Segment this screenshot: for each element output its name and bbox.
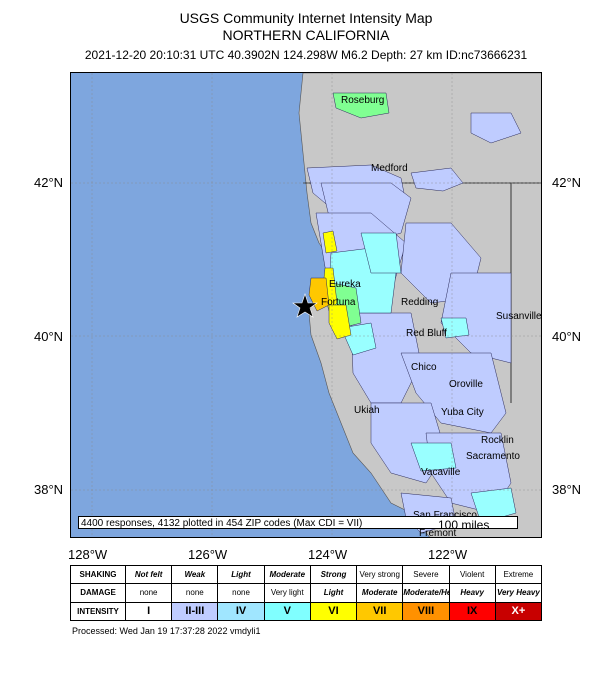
lat-label-42-right: 42°N — [552, 175, 582, 190]
legend-cell: Moderate — [263, 564, 311, 585]
epicenter-star-icon[interactable] — [292, 293, 318, 318]
legend-header: DAMAGE — [70, 583, 126, 603]
legend-header: SHAKING — [70, 564, 126, 585]
city-label: Vacaville — [421, 467, 461, 478]
legend-row-shaking: SHAKING Not felt Weak Light Moderate Str… — [70, 564, 543, 585]
city-label: Yuba City — [441, 407, 484, 418]
map-title: USGS Community Internet Intensity Map — [179, 10, 433, 26]
legend-intensity-swatch: I — [124, 601, 173, 622]
intensity-map[interactable]: Roseburg Medford Eureka Fortuna Redding … — [70, 72, 542, 538]
legend-intensity-swatch: IX — [448, 601, 496, 622]
city-label: Susanville — [496, 311, 542, 322]
lat-label-40-left: 40°N — [34, 329, 64, 344]
legend-cell: Very light — [263, 583, 311, 603]
lon-label-122: 122°W — [428, 547, 468, 562]
lat-label-40-right: 40°N — [552, 329, 582, 344]
legend-cell: Strong — [309, 564, 358, 585]
legend-cell: Moderate/Heavy — [402, 583, 450, 603]
legend-cell: Moderate — [356, 583, 404, 603]
city-label: Eureka — [329, 279, 361, 290]
legend-cell: Extreme — [494, 564, 543, 585]
legend-cell: none — [124, 583, 173, 603]
city-label: Fremont — [419, 528, 456, 538]
legend-intensity-swatch: VII — [356, 601, 404, 622]
legend-row-intensity: INTENSITY I II-III IV V VI VII VIII IX X… — [70, 601, 543, 622]
region-title: NORTHERN CALIFORNIA — [222, 27, 390, 43]
lat-label-42-left: 42°N — [34, 175, 64, 190]
legend-intensity-swatch: VIII — [402, 601, 450, 622]
responses-summary: 4400 responses, 4132 plotted in 454 ZIP … — [78, 516, 518, 529]
legend-cell: Severe — [402, 564, 450, 585]
legend-intensity-swatch: V — [263, 601, 311, 622]
city-label: Roseburg — [341, 95, 384, 106]
processed-timestamp: Processed: Wed Jan 19 17:37:28 2022 vmdy… — [72, 626, 261, 636]
event-info: 2021-12-20 20:10:31 UTC 40.3902N 124.298… — [84, 48, 528, 62]
legend-header: INTENSITY — [70, 601, 126, 622]
legend-cell: Light — [217, 564, 265, 585]
city-label: San Francisco — [413, 510, 477, 521]
city-label: Fortuna — [321, 297, 356, 308]
city-label: Oroville — [449, 379, 483, 390]
legend-intensity-swatch: VI — [309, 601, 358, 622]
city-label: Red Bluff — [406, 328, 447, 339]
legend-intensity-swatch: IV — [217, 601, 265, 622]
lat-label-38-right: 38°N — [552, 482, 582, 497]
city-label: Rocklin — [481, 435, 514, 446]
legend-cell: Violent — [448, 564, 496, 585]
legend-cell: Light — [309, 583, 358, 603]
legend-cell: Weak — [171, 564, 219, 585]
legend-cell: Very strong — [356, 564, 404, 585]
scale-bar-label: 100 miles — [438, 518, 490, 532]
city-label: Sacramento — [466, 451, 520, 462]
city-label: Ukiah — [354, 405, 380, 416]
legend-intensity-swatch: X+ — [494, 601, 543, 622]
legend-cell: Very Heavy — [494, 583, 543, 603]
legend-cell: none — [171, 583, 219, 603]
intensity-legend: SHAKING Not felt Weak Light Moderate Str… — [70, 564, 543, 622]
lon-label-124: 124°W — [308, 547, 348, 562]
city-label: Chico — [411, 362, 437, 373]
city-label: Medford — [371, 163, 408, 174]
lat-label-38-left: 38°N — [34, 482, 64, 497]
legend-cell: Heavy — [448, 583, 496, 603]
legend-cell: Not felt — [124, 564, 173, 585]
legend-cell: none — [217, 583, 265, 603]
map-canvas: Roseburg Medford Eureka Fortuna Redding … — [71, 73, 542, 538]
city-label: Redding — [401, 297, 438, 308]
lon-label-128: 128°W — [68, 547, 108, 562]
legend-intensity-swatch: II-III — [171, 601, 219, 622]
legend-row-damage: DAMAGE none none none Very light Light M… — [70, 583, 543, 603]
lon-label-126: 126°W — [188, 547, 228, 562]
